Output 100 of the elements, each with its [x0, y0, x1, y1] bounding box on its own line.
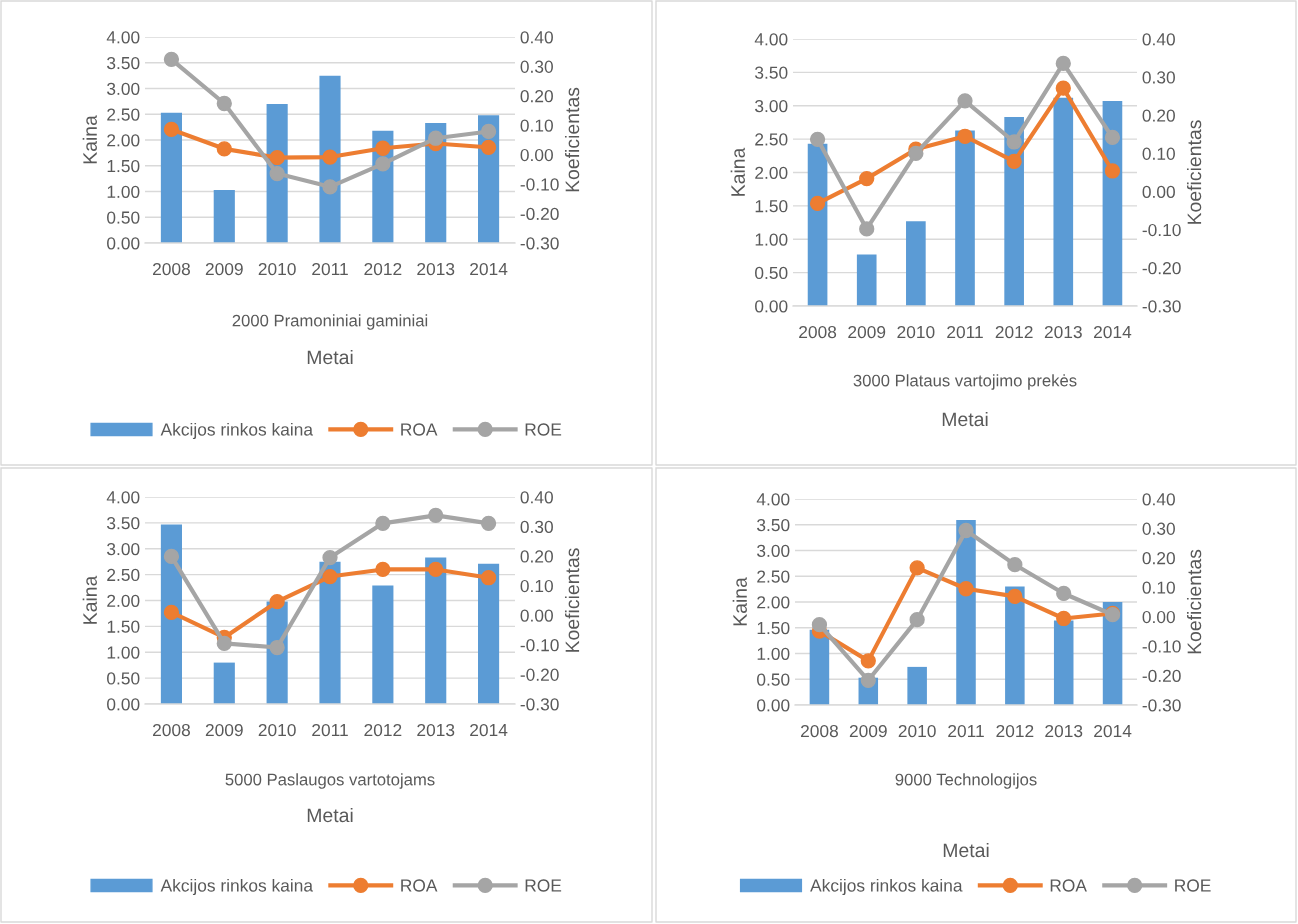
point	[958, 581, 974, 597]
x-tick-label: 2011	[312, 262, 348, 276]
y2-tick-label: 0.30	[1142, 71, 1175, 84]
point	[375, 140, 391, 156]
y2-tick-label: 0.10	[1142, 147, 1175, 160]
legend-label: Akcijos rinkos kaina	[160, 422, 314, 440]
y2-tick-label: 0.30	[1142, 522, 1175, 535]
y-tick-label: 4.00	[106, 31, 140, 44]
point	[1104, 163, 1121, 179]
y2-tick-label: 0.10	[520, 579, 553, 593]
point	[811, 617, 828, 633]
point	[216, 141, 232, 157]
y-tick-label: 0.50	[757, 673, 790, 686]
point	[1056, 585, 1072, 602]
point	[860, 672, 876, 688]
y-tick-label: 3.00	[107, 542, 140, 556]
point	[860, 653, 876, 669]
bar	[160, 112, 182, 243]
x-tick-label: 2012	[364, 723, 402, 737]
y-tick-label: 0.00	[107, 698, 140, 711]
y2-tick-label: -0.10	[1142, 223, 1181, 237]
y2-tick-label: 0.00	[1142, 610, 1175, 624]
y-tick-label: 2.00	[757, 596, 790, 609]
x-axis-title: Metai	[307, 807, 353, 823]
point	[322, 179, 338, 195]
legend-label: ROA	[1050, 879, 1087, 892]
y-tick-label: 2.50	[757, 570, 790, 583]
point	[1007, 588, 1023, 605]
bar	[856, 254, 877, 306]
y-tick-label: 0.50	[107, 211, 140, 224]
legend-label: ROA	[401, 879, 438, 892]
point	[163, 548, 180, 565]
text: 2000 Pramoniniai gaminiai	[232, 314, 428, 330]
y-tick-label: 1.50	[755, 200, 788, 213]
point	[1055, 80, 1071, 96]
y2-tick-label: 0.20	[520, 90, 553, 103]
y2-tick-label: -0.20	[520, 207, 559, 221]
y-tick-label: 3.50	[757, 518, 790, 532]
x-tick-label: 2011	[947, 325, 983, 339]
point	[375, 561, 391, 578]
y2-tick-label: 0.40	[1142, 493, 1175, 506]
y-tick-label: 2.00	[755, 166, 788, 179]
point	[1006, 134, 1022, 150]
point	[480, 139, 497, 155]
point	[809, 131, 826, 147]
x-tick-label: 2009	[848, 325, 886, 339]
point	[269, 639, 285, 656]
point	[957, 93, 973, 109]
y-tick-label: 1.50	[107, 159, 140, 173]
bar	[1005, 586, 1025, 705]
point	[859, 221, 875, 237]
point	[1055, 55, 1071, 72]
y-tick-label: 2.00	[107, 594, 140, 607]
point	[269, 594, 285, 610]
bar	[213, 189, 235, 243]
y-tick-label: 2.00	[107, 134, 140, 147]
point	[428, 130, 444, 146]
y-tick-label: 1.50	[107, 620, 140, 633]
y2-tick-label: -0.20	[520, 668, 559, 681]
point	[216, 635, 232, 652]
y-tick-label: 3.00	[107, 82, 140, 95]
y2-tick-label: 0.00	[1142, 185, 1175, 199]
x-tick-label: 2013	[417, 723, 455, 737]
y-tick-label: 2.50	[107, 108, 140, 121]
y-tick-label: 3.50	[107, 56, 140, 70]
x-tick-label: 2014	[1094, 724, 1132, 738]
x-tick-label: 2014	[1093, 325, 1132, 339]
y-axis-title: Kaina	[82, 115, 97, 164]
x-tick-label: 2008	[152, 262, 190, 276]
x-tick-label: 2009	[849, 724, 887, 738]
x-tick-label: 2008	[800, 724, 838, 738]
y2-tick-label: 0.10	[520, 119, 553, 132]
y-tick-label: 0.00	[755, 300, 788, 313]
y2-tick-label: -0.10	[1142, 640, 1181, 653]
legend-label: ROE	[1175, 879, 1211, 892]
point	[1006, 153, 1022, 170]
bar	[955, 130, 975, 306]
y2-tick-label: 0.10	[1142, 581, 1175, 594]
y-tick-label: 1.00	[755, 233, 788, 246]
y-tick-label: 2.50	[755, 133, 788, 146]
y2-tick-label: 0.00	[520, 609, 553, 622]
y2-tick-label: -0.20	[1142, 669, 1181, 683]
y-tick-label: 0.50	[107, 672, 140, 685]
x-tick-label: 2013	[1044, 325, 1082, 339]
bar	[1053, 97, 1074, 306]
legend-label: Akcijos rinkos kaina	[810, 878, 963, 896]
y2-tick-label: -0.30	[520, 237, 559, 250]
y2-axis-title: Koeficientas	[1186, 120, 1202, 224]
y-tick-label: 3.00	[757, 544, 790, 557]
y-tick-label: 4.00	[754, 33, 788, 46]
y2-tick-label: 0.30	[520, 60, 553, 73]
y-tick-label: 4.00	[106, 491, 140, 504]
point	[480, 515, 497, 531]
point	[957, 128, 973, 144]
x-tick-label: 2011	[948, 724, 984, 738]
y2-tick-label: 0.20	[520, 550, 553, 563]
x-tick-label: 2010	[258, 723, 296, 737]
legend-label: ROE	[525, 423, 562, 436]
point	[375, 156, 391, 172]
y-tick-label: 0.00	[107, 237, 140, 250]
